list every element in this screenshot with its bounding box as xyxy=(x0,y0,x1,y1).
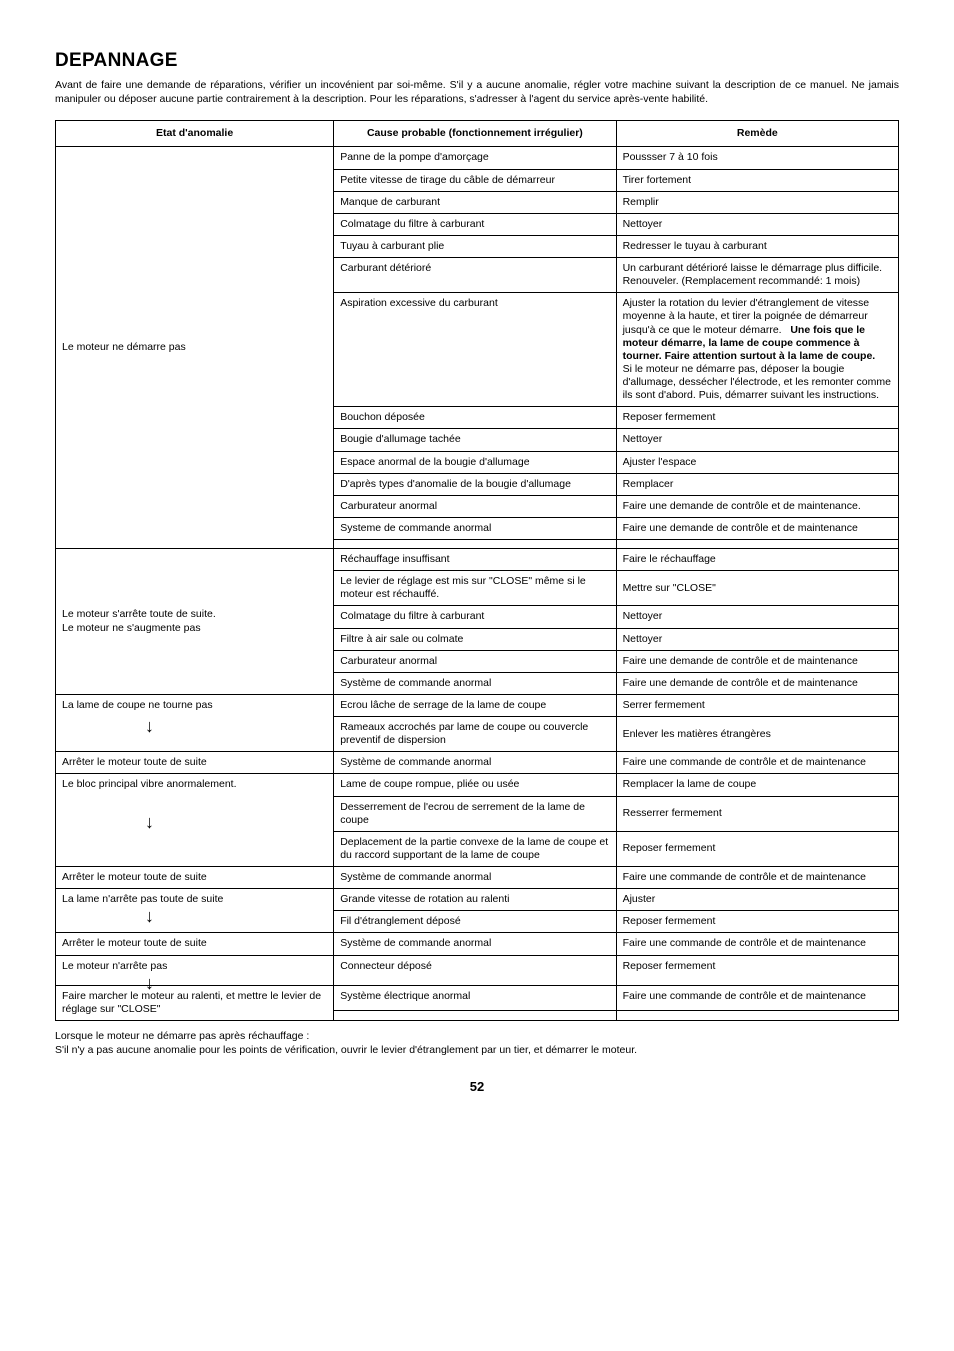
cause-cell: Manque de carburant xyxy=(334,191,616,213)
state-cell: Arrêter le moteur toute de suite xyxy=(56,867,334,889)
cause-cell: Carburateur anormal xyxy=(334,495,616,517)
footer-text: Lorsque le moteur ne démarre pas après r… xyxy=(55,1029,899,1057)
cause-cell: Tuyau à carburant plie xyxy=(334,235,616,257)
cause-cell: Espace anormal de la bougie d'allumage xyxy=(334,451,616,473)
troubleshooting-table: Etat d'anomalie Cause probable (fonction… xyxy=(55,120,899,1021)
cause-cell: Connecteur déposé xyxy=(334,955,616,985)
remedy-cell: Un carburant détérioré laisse le démarra… xyxy=(616,258,898,293)
cause-cell: Colmatage du filtre à carburant xyxy=(334,213,616,235)
page-number: 52 xyxy=(55,1079,899,1094)
header-state: Etat d'anomalie xyxy=(56,121,334,147)
remedy-cell: Nettoyer xyxy=(616,429,898,451)
intro-text: Avant de faire une demande de réparation… xyxy=(55,78,899,106)
state-cell: La lame n'arrête pas toute de suite↓ xyxy=(56,889,334,933)
cause-cell: Colmatage du filtre à carburant xyxy=(334,606,616,628)
cause-cell: Le levier de réglage est mis sur "CLOSE"… xyxy=(334,571,616,606)
remedy-cell xyxy=(616,540,898,549)
cause-cell: Bougie d'allumage tachée xyxy=(334,429,616,451)
remedy-cell: Serrer fermement xyxy=(616,694,898,716)
remedy-cell: Reposer fermement xyxy=(616,911,898,933)
cause-cell: Carburateur anormal xyxy=(334,650,616,672)
cause-cell: Filtre à air sale ou colmate xyxy=(334,628,616,650)
remedy-cell: Faire une demande de contrôle et de main… xyxy=(616,672,898,694)
remedy-cell: Resserrer fermement xyxy=(616,796,898,831)
cause-cell: D'après types d'anomalie de la bougie d'… xyxy=(334,473,616,495)
remedy-cell: Faire une demande de contrôle et de main… xyxy=(616,650,898,672)
remedy-cell: Faire une commande de contrôle et de mai… xyxy=(616,933,898,955)
remedy-cell: Redresser le tuyau à carburant xyxy=(616,235,898,257)
cause-cell: Système de commande anormal xyxy=(334,933,616,955)
remedy-cell: Nettoyer xyxy=(616,213,898,235)
remedy-cell: Faire une demande de contrôle et de main… xyxy=(616,517,898,539)
cause-cell: Rameaux accrochés par lame de coupe ou c… xyxy=(334,717,616,752)
cause-cell: Système de commande anormal xyxy=(334,867,616,889)
remedy-cell: Faire une commande de contrôle et de mai… xyxy=(616,985,898,1010)
cause-cell: Bouchon déposée xyxy=(334,407,616,429)
remedy-cell: Tirer fortement xyxy=(616,169,898,191)
remedy-cell: Faire une commande de contrôle et de mai… xyxy=(616,752,898,774)
cause-cell: Grande vitesse de rotation au ralenti xyxy=(334,889,616,911)
remedy-cell: Poussser 7 à 10 fois xyxy=(616,147,898,169)
remedy-cell: Nettoyer xyxy=(616,628,898,650)
remedy-cell xyxy=(616,1010,898,1020)
state-cell: Faire marcher le moteur au ralenti, et m… xyxy=(56,985,334,1020)
header-remedy: Remède xyxy=(616,121,898,147)
state-cell: Le moteur s'arrête toute de suite.Le mot… xyxy=(56,549,334,695)
remedy-cell: Enlever les matières étrangères xyxy=(616,717,898,752)
cause-cell: Système de commande anormal xyxy=(334,752,616,774)
cause-cell: Fil d'étranglement déposé xyxy=(334,911,616,933)
cause-cell: Panne de la pompe d'amorçage xyxy=(334,147,616,169)
cause-cell: Lame de coupe rompue, pliée ou usée xyxy=(334,774,616,796)
cause-cell: Aspiration excessive du carburant xyxy=(334,293,616,407)
cause-cell xyxy=(334,540,616,549)
remedy-cell: Reposer fermement xyxy=(616,407,898,429)
remedy-cell: Faire le réchauffage xyxy=(616,549,898,571)
cause-cell: Systeme de commande anormal xyxy=(334,517,616,539)
remedy-cell: Reposer fermement xyxy=(616,831,898,866)
remedy-cell: Ajuster l'espace xyxy=(616,451,898,473)
cause-cell: Système de commande anormal xyxy=(334,672,616,694)
state-cell: Le bloc principal vibre anormalement.↓ xyxy=(56,774,334,867)
remedy-cell: Reposer fermement xyxy=(616,955,898,985)
cause-cell: Carburant détérioré xyxy=(334,258,616,293)
state-cell: Le moteur ne démarre pas xyxy=(56,147,334,549)
state-cell: Arrêter le moteur toute de suite xyxy=(56,933,334,955)
remedy-cell: Ajuster la rotation du levier d'étrangle… xyxy=(616,293,898,407)
cause-cell: Réchauffage insuffisant xyxy=(334,549,616,571)
remedy-cell: Faire une demande de contrôle et de main… xyxy=(616,495,898,517)
cause-cell: Desserrement de l'ecrou de serrement de … xyxy=(334,796,616,831)
header-cause: Cause probable (fonctionnement irrégulie… xyxy=(334,121,616,147)
remedy-cell: Nettoyer xyxy=(616,606,898,628)
cause-cell: Petite vitesse de tirage du câble de dém… xyxy=(334,169,616,191)
remedy-cell: Remplacer xyxy=(616,473,898,495)
cause-cell xyxy=(334,1010,616,1020)
cause-cell: Ecrou lâche de serrage de la lame de cou… xyxy=(334,694,616,716)
remedy-cell: Remplir xyxy=(616,191,898,213)
cause-cell: Système électrique anormal xyxy=(334,985,616,1010)
state-cell: Arrêter le moteur toute de suite xyxy=(56,752,334,774)
remedy-cell: Remplacer la lame de coupe xyxy=(616,774,898,796)
cause-cell: Deplacement de la partie convexe de la l… xyxy=(334,831,616,866)
remedy-cell: Ajuster xyxy=(616,889,898,911)
remedy-cell: Faire une commande de contrôle et de mai… xyxy=(616,867,898,889)
remedy-cell: Mettre sur "CLOSE" xyxy=(616,571,898,606)
state-cell: La lame de coupe ne tourne pas↓ xyxy=(56,694,334,751)
page-title: DEPANNAGE xyxy=(55,50,899,72)
state-cell: Le moteur n'arrête pas↓ xyxy=(56,955,334,985)
